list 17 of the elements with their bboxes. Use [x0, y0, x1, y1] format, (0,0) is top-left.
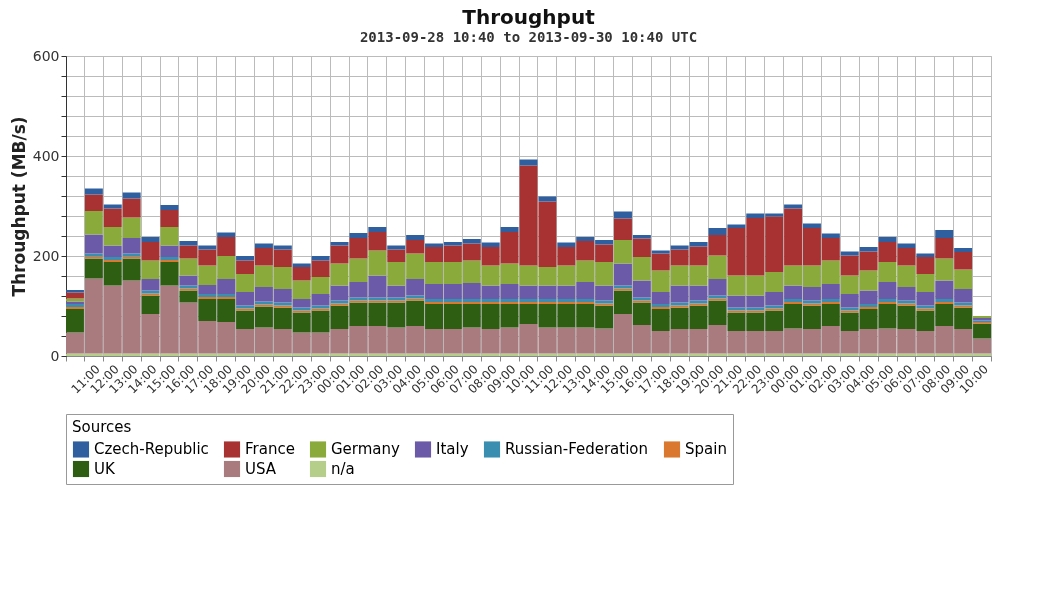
- legend-label: USA: [245, 460, 277, 478]
- legend-title: Sources: [72, 418, 132, 436]
- legend-label: n/a: [331, 460, 355, 478]
- legend-label: Germany: [331, 440, 401, 459]
- legend-label: Russian-Federation: [505, 440, 649, 459]
- chart-subtitle: 2013-09-28 10:40 to 2013-09-30 10:40 UTC: [359, 29, 698, 45]
- y-tick-label: 200: [32, 247, 60, 264]
- legend-label: Spain: [685, 440, 727, 459]
- legend-label: Czech-Republic: [94, 440, 209, 459]
- legend-label: France: [245, 440, 295, 459]
- y-tick-label: 600: [32, 47, 60, 64]
- y-axis-title: Throughput (MB/s): [8, 116, 29, 297]
- legend-label: UK: [94, 460, 116, 478]
- y-tick-label: 0: [50, 347, 60, 364]
- chart-title: Throughput: [462, 5, 596, 29]
- y-tick-label: 400: [32, 147, 60, 164]
- legend-label: Italy: [436, 440, 469, 459]
